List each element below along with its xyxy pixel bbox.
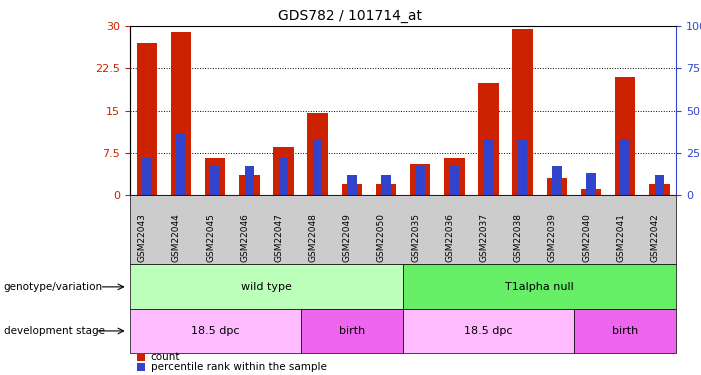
- Text: birth: birth: [339, 326, 365, 336]
- Bar: [341, 184, 362, 195]
- Bar: [137, 43, 157, 195]
- Bar: [210, 166, 220, 195]
- Text: GSM22050: GSM22050: [377, 213, 386, 262]
- Text: GSM22048: GSM22048: [308, 214, 318, 262]
- Text: genotype/variation: genotype/variation: [4, 282, 102, 292]
- Bar: [130, 195, 676, 264]
- Bar: [512, 29, 533, 195]
- Text: count: count: [151, 352, 180, 362]
- Bar: [574, 309, 676, 352]
- Bar: [130, 264, 403, 309]
- Text: GSM22047: GSM22047: [275, 214, 283, 262]
- Bar: [478, 82, 499, 195]
- Bar: [444, 158, 465, 195]
- Text: GSM22043: GSM22043: [138, 214, 147, 262]
- Bar: [580, 189, 601, 195]
- Text: GSM22038: GSM22038: [514, 213, 523, 262]
- Bar: [403, 264, 676, 309]
- Bar: [176, 133, 186, 195]
- Bar: [655, 175, 664, 195]
- Bar: [376, 184, 396, 195]
- Text: GSM22044: GSM22044: [172, 214, 181, 262]
- Text: 18.5 dpc: 18.5 dpc: [191, 326, 239, 336]
- Bar: [552, 166, 562, 195]
- Text: T1alpha null: T1alpha null: [505, 282, 574, 292]
- Text: GDS782 / 101714_at: GDS782 / 101714_at: [278, 9, 423, 23]
- Bar: [245, 166, 254, 195]
- Bar: [313, 140, 322, 195]
- Text: GSM22037: GSM22037: [479, 213, 489, 262]
- Bar: [205, 158, 225, 195]
- Bar: [416, 166, 425, 195]
- Bar: [615, 77, 635, 195]
- Bar: [137, 363, 145, 370]
- Text: birth: birth: [612, 326, 639, 336]
- Text: GSM22046: GSM22046: [240, 214, 250, 262]
- Text: percentile rank within the sample: percentile rank within the sample: [151, 362, 327, 372]
- Bar: [484, 140, 494, 195]
- Bar: [347, 175, 357, 195]
- Bar: [142, 158, 151, 195]
- Bar: [518, 140, 527, 195]
- Bar: [403, 309, 574, 352]
- Text: GSM22042: GSM22042: [651, 214, 660, 262]
- Bar: [449, 165, 459, 195]
- Text: GSM22049: GSM22049: [343, 214, 352, 262]
- Bar: [273, 147, 294, 195]
- Text: GSM22041: GSM22041: [616, 214, 625, 262]
- Bar: [239, 176, 259, 195]
- Bar: [620, 140, 630, 195]
- Bar: [586, 173, 596, 195]
- Bar: [279, 158, 288, 195]
- Bar: [130, 309, 301, 352]
- Bar: [137, 353, 145, 361]
- Text: GSM22039: GSM22039: [548, 213, 557, 262]
- Bar: [649, 184, 669, 195]
- Bar: [301, 309, 403, 352]
- Text: GSM22036: GSM22036: [445, 213, 454, 262]
- Text: development stage: development stage: [4, 326, 104, 336]
- Bar: [171, 32, 191, 195]
- Text: GSM22040: GSM22040: [582, 214, 591, 262]
- Bar: [381, 175, 390, 195]
- Bar: [410, 164, 430, 195]
- Text: GSM22035: GSM22035: [411, 213, 420, 262]
- Text: GSM22045: GSM22045: [206, 214, 215, 262]
- Bar: [308, 113, 328, 195]
- Text: wild type: wild type: [241, 282, 292, 292]
- Bar: [547, 178, 567, 195]
- Text: 18.5 dpc: 18.5 dpc: [464, 326, 512, 336]
